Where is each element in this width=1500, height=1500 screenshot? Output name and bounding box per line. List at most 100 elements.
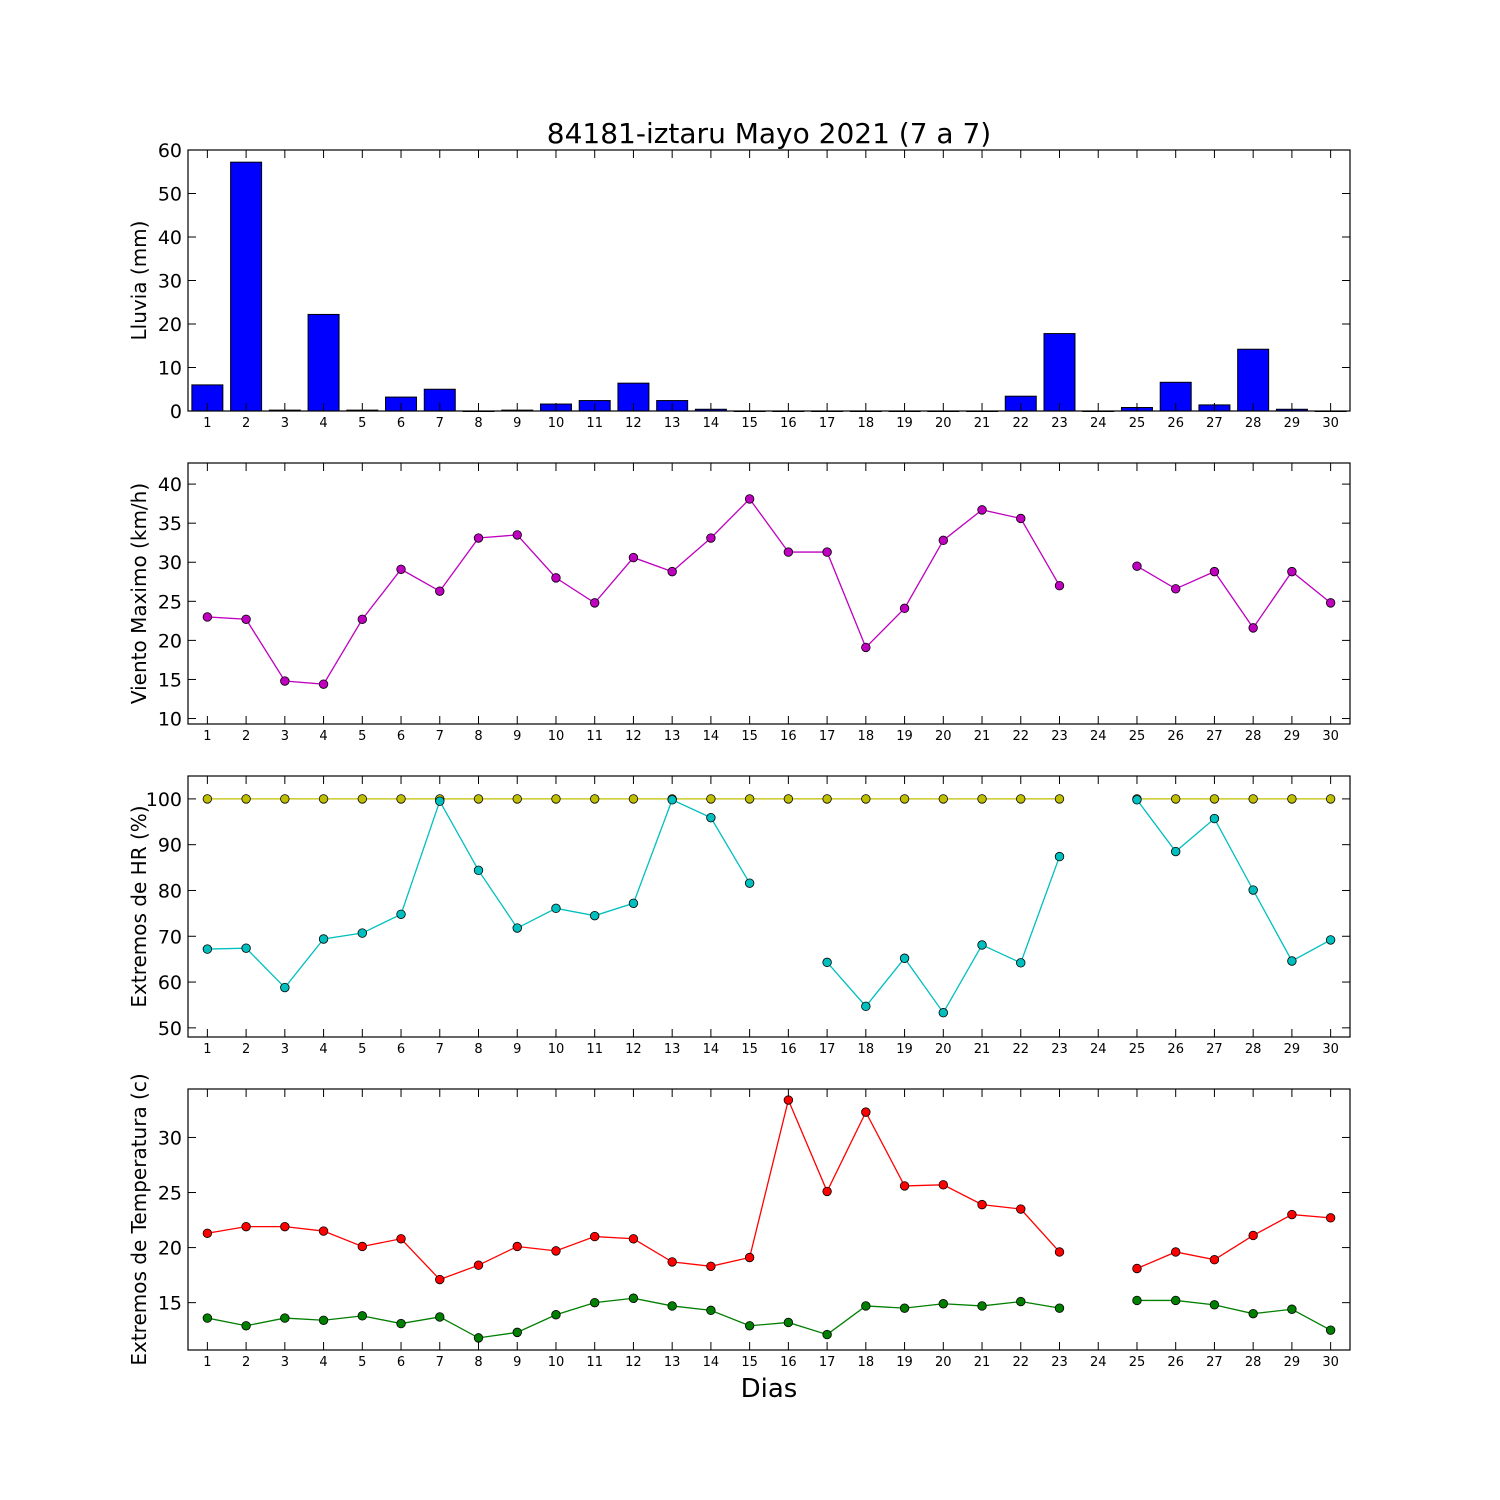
series-1-point-day-28 (1248, 1230, 1258, 1241)
x-tick-label: 27 (1206, 1042, 1223, 1057)
series-1-point-day-27 (1209, 794, 1220, 804)
x-tick-label: 5 (358, 1355, 366, 1370)
series-1-point-day-30 (1325, 794, 1336, 804)
series-1-point-day-17 (822, 794, 832, 804)
series-1-point-day-2 (241, 1221, 251, 1232)
series-2-point-day-21 (977, 940, 987, 950)
series-1-point-day-21 (977, 794, 987, 804)
series-1-point-day-16 (783, 1095, 794, 1105)
series-1-point-day-6 (396, 794, 406, 804)
series-1-point-day-10 (551, 1246, 561, 1256)
series-1-point-day-21 (977, 505, 987, 515)
x-tick-label: 15 (741, 1355, 758, 1370)
x-tick-label: 16 (780, 729, 797, 744)
series-2-point-day-20 (938, 1299, 949, 1309)
x-tick-label: 17 (819, 729, 836, 744)
x-tick-label: 21 (974, 1355, 991, 1370)
series-1-point-day-5 (357, 614, 368, 624)
x-tick-label: 15 (741, 729, 758, 744)
series-2-point-day-8 (473, 865, 484, 876)
series-2-point-day-9 (512, 923, 522, 933)
x-tick-label: 22 (1012, 1042, 1029, 1057)
y-tick-label: 40 (158, 474, 182, 496)
x-tick-label: 4 (319, 416, 327, 431)
series-2-point-day-10 (551, 903, 561, 914)
y-tick-label: 30 (158, 552, 182, 574)
series-1-point-day-14 (706, 794, 716, 804)
series-2-point-day-26 (1170, 846, 1181, 857)
y-axis-label: Lluvia (mm) (127, 221, 151, 341)
series-2-point-day-1 (202, 944, 213, 954)
series-1-point-day-26 (1170, 794, 1181, 804)
chart-title: 84181-iztaru Mayo 2021 (7 a 7) (547, 117, 991, 150)
series-2-point-day-3 (280, 982, 290, 993)
x-tick-label: 30 (1322, 1355, 1339, 1370)
series-1-point-day-9 (512, 530, 522, 540)
series-1-point-day-3 (280, 794, 290, 804)
series-1-point-day-28 (1248, 623, 1258, 633)
x-tick-label: 13 (664, 416, 681, 431)
bar-day-4 (307, 313, 340, 412)
series-1-point-day-11 (590, 794, 600, 804)
series-2-point-day-1 (202, 1313, 213, 1323)
bar-day-23 (1043, 333, 1076, 412)
x-tick-label: 29 (1284, 1355, 1301, 1370)
series-2-line (1136, 1299, 1331, 1331)
series-1-point-day-16 (783, 547, 794, 557)
y-tick-label: 35 (158, 513, 182, 535)
axes-frame (187, 462, 1351, 725)
x-tick-label: 2 (242, 416, 250, 431)
x-tick-label: 4 (319, 1042, 327, 1057)
x-tick-label: 24 (1090, 416, 1107, 431)
y-tick-label: 0 (170, 401, 182, 423)
x-tick-label: 23 (1051, 1042, 1068, 1057)
x-tick-label: 7 (436, 1355, 444, 1370)
y-tick-label: 80 (158, 880, 182, 902)
series-1-point-day-15 (744, 794, 755, 804)
y-tick-label: 90 (158, 835, 182, 857)
x-tick-label: 23 (1051, 729, 1068, 744)
series-1-point-day-30 (1325, 598, 1336, 608)
x-tick-label: 11 (586, 1355, 603, 1370)
x-tick-label: 28 (1245, 1042, 1262, 1057)
x-tick-label: 21 (974, 729, 991, 744)
series-1-point-day-11 (590, 1231, 600, 1242)
series-2-point-day-26 (1170, 1295, 1181, 1306)
x-tick-label: 12 (625, 1355, 642, 1370)
series-1-point-day-27 (1209, 1254, 1220, 1265)
series-2-point-day-28 (1248, 1308, 1258, 1319)
y-tick-label: 15 (158, 1293, 182, 1315)
series-2-point-day-8 (473, 1333, 484, 1343)
series-1-point-day-6 (396, 564, 406, 574)
x-tick-label: 20 (935, 416, 952, 431)
series-2-point-day-10 (551, 1310, 561, 1320)
x-tick-label: 18 (858, 1355, 875, 1370)
series-2-point-day-2 (241, 1321, 251, 1331)
x-tick-label: 26 (1167, 416, 1184, 431)
x-tick-label: 24 (1090, 1355, 1107, 1370)
series-1-point-day-9 (512, 1241, 522, 1252)
x-tick-label: 7 (436, 1042, 444, 1057)
series-1-point-day-29 (1287, 566, 1297, 577)
series-1-point-day-7 (435, 1274, 445, 1285)
series-2-point-day-6 (396, 909, 406, 919)
x-tick-label: 2 (242, 1355, 250, 1370)
y-axis-label: Viento Maximo (km/h) (127, 483, 151, 704)
y-tick-label: 30 (158, 1127, 182, 1149)
series-1-point-day-29 (1287, 794, 1297, 804)
series-2-point-day-19 (899, 1303, 910, 1313)
x-tick-label: 12 (625, 729, 642, 744)
x-tick-label: 4 (319, 729, 327, 744)
series-2-point-day-22 (1016, 958, 1026, 968)
x-tick-label: 26 (1167, 729, 1184, 744)
series-2-point-day-18 (861, 1001, 871, 1012)
series-2-point-day-14 (706, 812, 716, 823)
y-tick-label: 10 (158, 709, 182, 731)
series-1-point-day-1 (202, 1228, 213, 1238)
series-1-point-day-23 (1054, 580, 1065, 591)
series-1-point-day-16 (783, 794, 794, 804)
series-1-line (1136, 1213, 1331, 1270)
series-1-point-day-5 (357, 794, 368, 804)
